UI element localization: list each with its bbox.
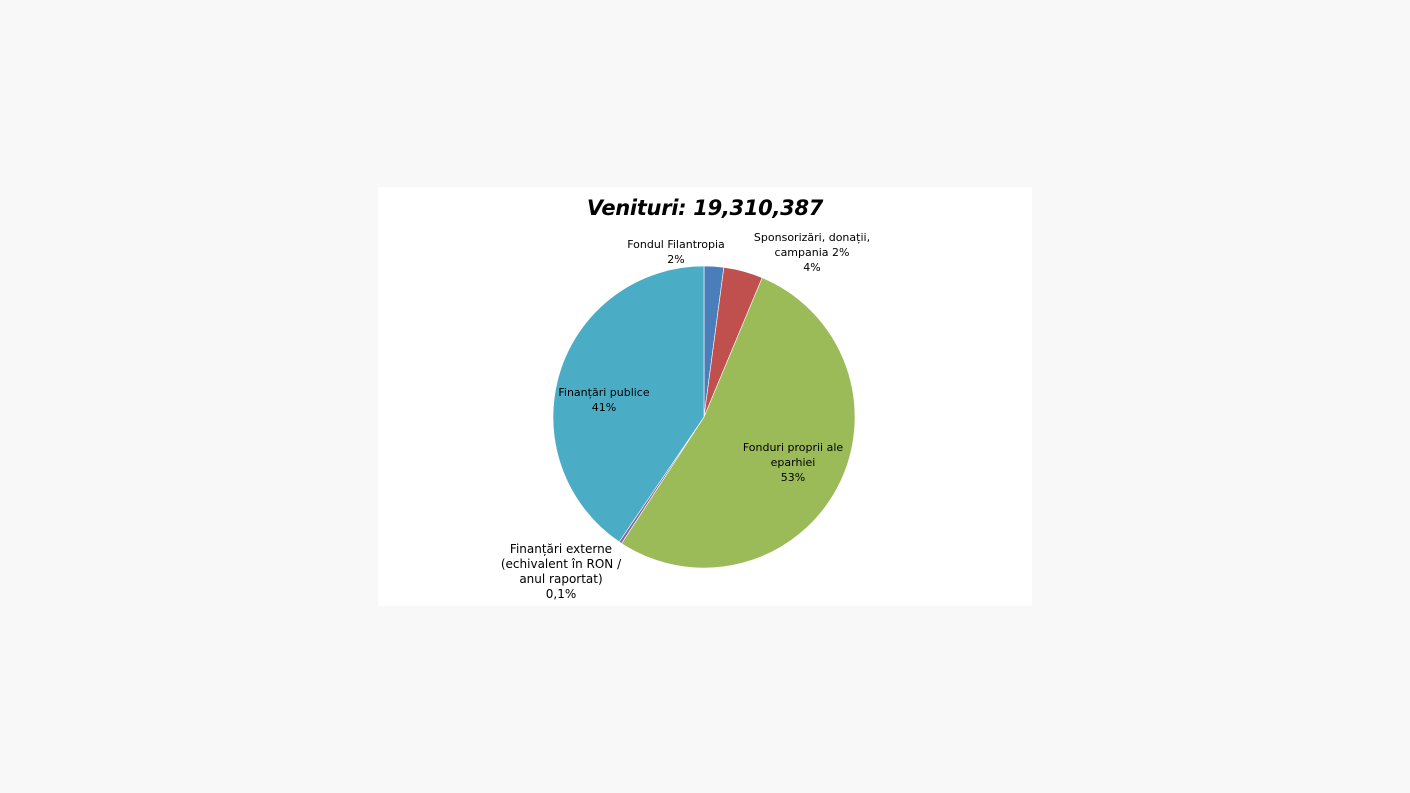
chart-title: Venituri: 19,310,387 — [586, 196, 824, 220]
label-line: 2% — [667, 253, 685, 266]
label-line: 4% — [803, 261, 821, 274]
slice-label-finantari-publice: Finanțări publice 41% — [558, 385, 649, 415]
label-line: eparhiei — [770, 456, 816, 469]
label-line: Sponsorizări, donații, — [753, 231, 871, 244]
slice-label-fondul-filantropia: Fondul Filantropia 2% — [627, 237, 725, 267]
label-line: anul raportat) — [519, 572, 603, 586]
pie-chart — [552, 265, 856, 569]
slice-label-finantari-externe: Finanțări externe (echivalent în RON / a… — [501, 542, 621, 602]
label-line: 53% — [780, 471, 806, 484]
slice-label-sponsorizari: Sponsorizări, donații, campania 2% 4% — [754, 230, 870, 275]
slice-label-fonduri-proprii: Fonduri proprii ale eparhiei 53% — [743, 440, 843, 485]
label-line: Fondul Filantropia — [627, 238, 725, 251]
label-line: 0,1% — [545, 587, 577, 601]
label-line: campania 2% — [774, 246, 850, 259]
label-line: 41% — [591, 401, 617, 414]
chart-area: Venituri: 19,310,387 Fondul Filantropia … — [378, 187, 1032, 606]
pie-slice-2 — [621, 277, 856, 569]
label-line: Fonduri proprii ale — [742, 441, 844, 454]
label-line: Finanțări publice — [558, 386, 650, 399]
label-line: Finanțări externe — [509, 542, 613, 556]
pie-slice-4 — [552, 265, 705, 543]
label-line: (echivalent în RON / — [500, 557, 622, 571]
